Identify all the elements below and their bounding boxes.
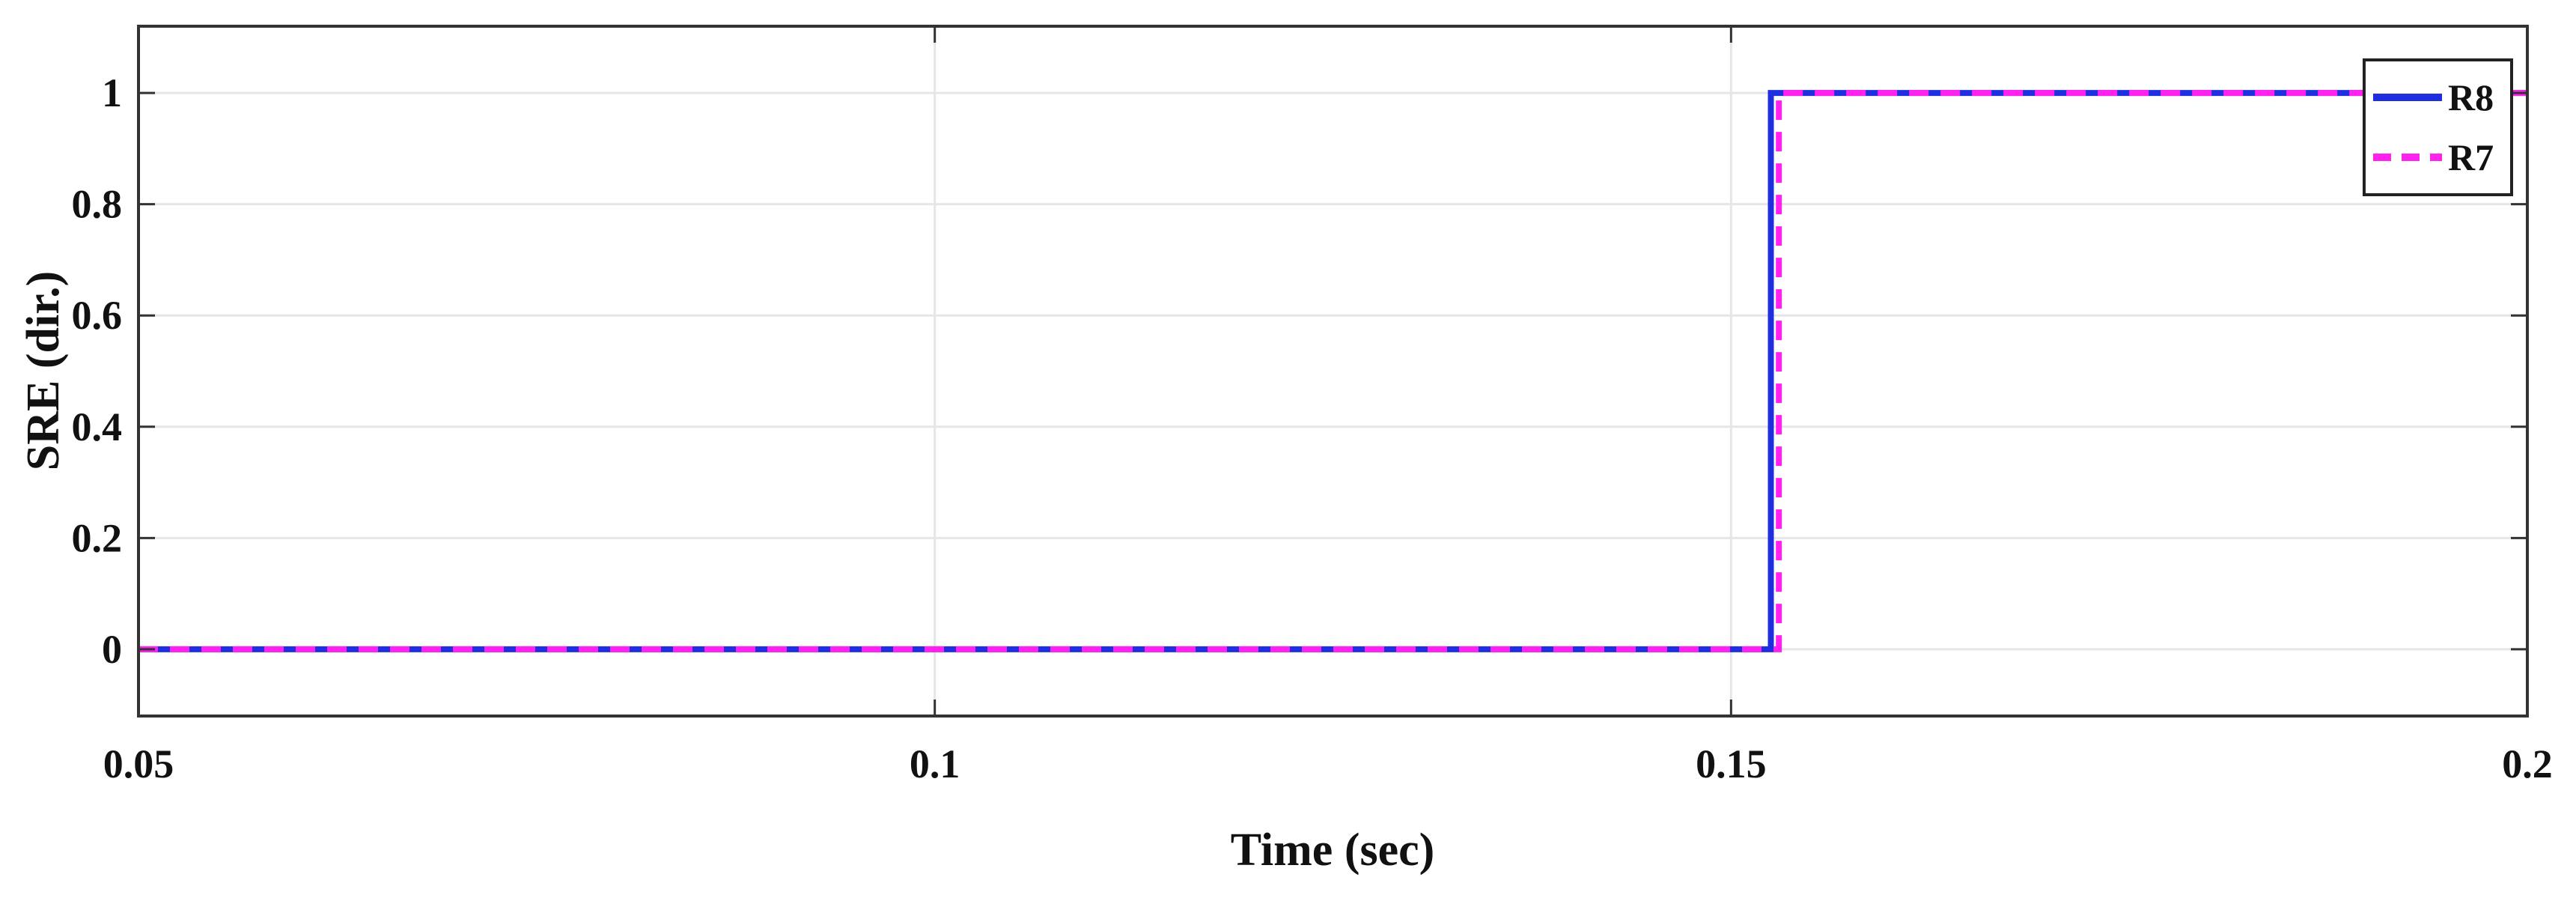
ticks [137, 26, 2529, 716]
x-tick-label: 0.1 [910, 741, 960, 786]
y-tick-label: 0 [102, 627, 122, 672]
x-axis-label: Time (sec) [1231, 825, 1435, 876]
series-line-r8 [138, 90, 2527, 652]
series-layer [138, 90, 2527, 652]
legend-label-r7: R7 [2448, 136, 2494, 178]
y-tick-label: 0.6 [72, 293, 123, 338]
tick-labels: 0.05 0.1 0.15 0.2 0 0.2 0.4 0.6 0.8 1 [72, 70, 2553, 786]
legend: R8 R7 [2363, 58, 2513, 196]
plot-background [138, 26, 2527, 716]
x-tick-label: 0.15 [1696, 741, 1767, 786]
y-tick-label: 0.8 [72, 182, 123, 227]
y-axis-label: SRE (dir.) [18, 271, 69, 470]
y-tick-label: 1 [102, 70, 122, 115]
y-tick-label: 0.4 [72, 404, 123, 449]
y-tick-label: 0.2 [72, 515, 123, 560]
x-tick-label: 0.2 [2502, 741, 2553, 786]
plot-frame [137, 25, 2529, 718]
legend-label-r8: R8 [2448, 76, 2494, 118]
x-tick-label: 0.05 [103, 741, 174, 786]
series-line-r7 [138, 90, 2527, 652]
legend-box [2363, 58, 2513, 196]
